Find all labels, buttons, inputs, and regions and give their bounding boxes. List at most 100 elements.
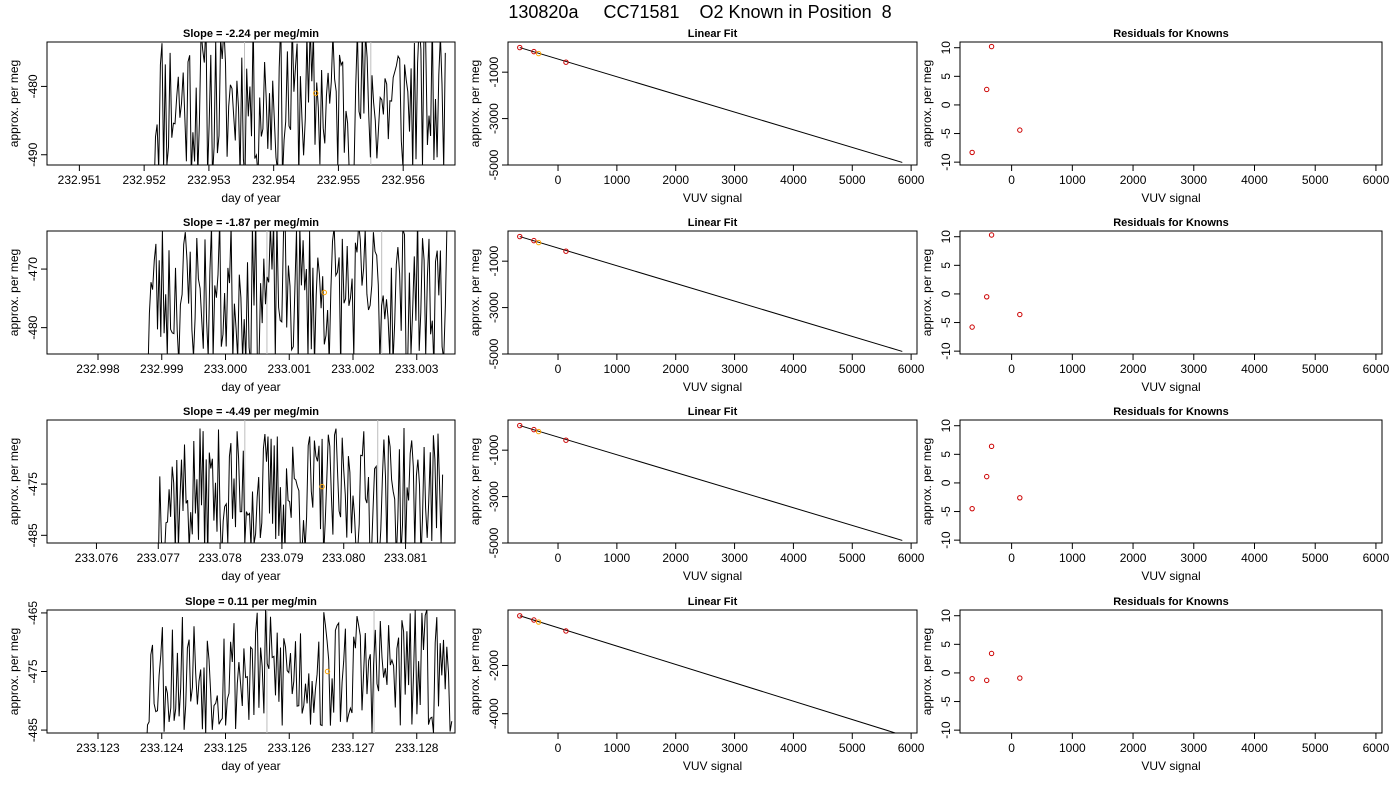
y-tick-label: -480	[26, 315, 40, 339]
x-tick-label: 1000	[604, 741, 631, 755]
fit-line	[519, 47, 903, 163]
data-line	[158, 427, 444, 543]
plot-frame	[959, 419, 1383, 544]
data-point	[563, 437, 569, 443]
y-tick-label: -1000	[487, 435, 501, 466]
highlight-point	[319, 483, 325, 490]
x-tick-label: 2000	[662, 741, 689, 755]
panel-resid-row-0: Residuals for Knowns 0 1000 2000 3000 4000 500…	[920, 28, 1390, 205]
x-tick-label: 5000	[1302, 551, 1329, 565]
x-tick-label: 2000	[662, 362, 689, 376]
x-tick-label: 233.078	[198, 551, 242, 565]
x-tick-label: 232.998	[76, 362, 120, 376]
data-point	[563, 248, 569, 254]
x-axis-label: day of year	[221, 380, 280, 394]
residual-point	[988, 232, 995, 238]
x-tick-label: 233.128	[395, 741, 439, 755]
x-tick-label: 5000	[839, 362, 866, 376]
y-tick-label: -4000	[487, 698, 501, 729]
x-tick-label: 0	[555, 551, 562, 565]
residual-point	[988, 443, 995, 450]
panel-title: Linear Fit	[688, 406, 738, 418]
residual-point	[1017, 495, 1023, 501]
x-tick-label: 0	[1008, 362, 1015, 376]
y-tick-label: -485	[26, 523, 40, 547]
data-point	[531, 617, 537, 623]
data-point	[535, 239, 542, 246]
x-tick-label: 4000	[1241, 551, 1268, 565]
panel-time-row-3: Slope = 0.11 per meg/min 233.123 233.124 23…	[7, 596, 456, 773]
x-axis-label: VUV signal	[1141, 759, 1200, 773]
x-tick-label: 233.125	[204, 741, 248, 755]
y-axis-label: approx. per meg	[7, 438, 21, 525]
plot-frame	[959, 41, 1383, 166]
y-tick-label: 0	[939, 290, 953, 297]
x-tick-label: 0	[1008, 741, 1015, 755]
residual-point	[969, 505, 975, 512]
x-tick-label: 5000	[1302, 173, 1329, 187]
x-tick-label: 233.003	[395, 362, 439, 376]
x-tick-label: 4000	[780, 551, 807, 565]
x-axis-label: VUV signal	[683, 569, 742, 583]
x-tick-label: 0	[555, 173, 562, 187]
x-tick-label: 3000	[721, 551, 748, 565]
y-tick-label: -1000	[487, 246, 501, 277]
x-tick-label: 2000	[1120, 551, 1147, 565]
x-axis-label: VUV signal	[683, 380, 742, 394]
plot-area	[154, 42, 446, 165]
y-tick-label: 10	[939, 609, 953, 623]
y-tick-label: 0	[939, 479, 953, 486]
plot-area	[969, 650, 1023, 684]
plot-frame	[507, 419, 918, 544]
residual-point	[969, 324, 975, 330]
panel-time-row-2: Slope = -4.49 per meg/min 233.076 233.077 2…	[7, 406, 456, 583]
x-tick-label: 6000	[1363, 173, 1390, 187]
x-tick-label: 2000	[1120, 173, 1147, 187]
x-tick-label: 4000	[780, 741, 807, 755]
x-tick-label: 0	[555, 362, 562, 376]
x-tick-label: 232.952	[122, 173, 166, 187]
x-tick-label: 1000	[604, 362, 631, 376]
panel-title: Linear Fit	[688, 596, 738, 608]
x-tick-label: 2000	[1120, 741, 1147, 755]
x-axis-label: day of year	[221, 569, 280, 583]
y-tick-label: -2000	[487, 650, 501, 681]
y-tick-label: 5	[939, 451, 953, 458]
data-point	[531, 426, 537, 433]
plot-frame	[46, 419, 456, 544]
plot-area	[517, 44, 903, 163]
x-tick-label: 233.002	[331, 362, 375, 376]
y-axis-label: approx. per meg	[920, 60, 934, 147]
y-tick-label: -475	[26, 472, 40, 496]
panel-time-row-1: Slope = -1.87 per meg/min 232.998 232.999 2…	[7, 217, 456, 394]
x-tick-label: 4000	[1241, 741, 1268, 755]
fit-line	[519, 425, 903, 541]
x-axis-label: VUV signal	[1141, 191, 1200, 205]
y-tick-label: -485	[26, 718, 40, 742]
x-tick-label: 1000	[604, 551, 631, 565]
x-tick-label: 2000	[1120, 362, 1147, 376]
y-axis-label: approx. per meg	[468, 438, 482, 525]
y-tick-label: -5000	[487, 149, 501, 180]
panel-fit-row-2: Linear Fit 0 1000 2000 3000 4000 5000 6000 -1000…	[468, 406, 925, 583]
y-tick-label: -1000	[487, 57, 501, 88]
y-tick-label: 5	[939, 641, 953, 648]
y-axis-label: approx. per meg	[920, 249, 934, 336]
plot-area	[517, 613, 898, 733]
y-tick-label: -480	[26, 74, 40, 98]
data-point	[563, 59, 569, 65]
panel-title: Residuals for Knowns	[1113, 217, 1229, 229]
residual-point	[984, 677, 990, 684]
data-line	[147, 231, 448, 354]
x-tick-label: 233.127	[331, 741, 375, 755]
x-tick-label: 0	[1008, 173, 1015, 187]
data-point	[535, 428, 542, 435]
y-tick-label: -5000	[487, 338, 501, 369]
y-tick-label: -3000	[487, 103, 501, 134]
y-tick-label: 5	[939, 262, 953, 269]
plot-frame	[507, 609, 918, 734]
y-tick-label: -3000	[487, 292, 501, 323]
panel-title: Residuals for Knowns	[1113, 596, 1229, 608]
data-point	[535, 619, 542, 625]
residual-point	[969, 149, 975, 156]
